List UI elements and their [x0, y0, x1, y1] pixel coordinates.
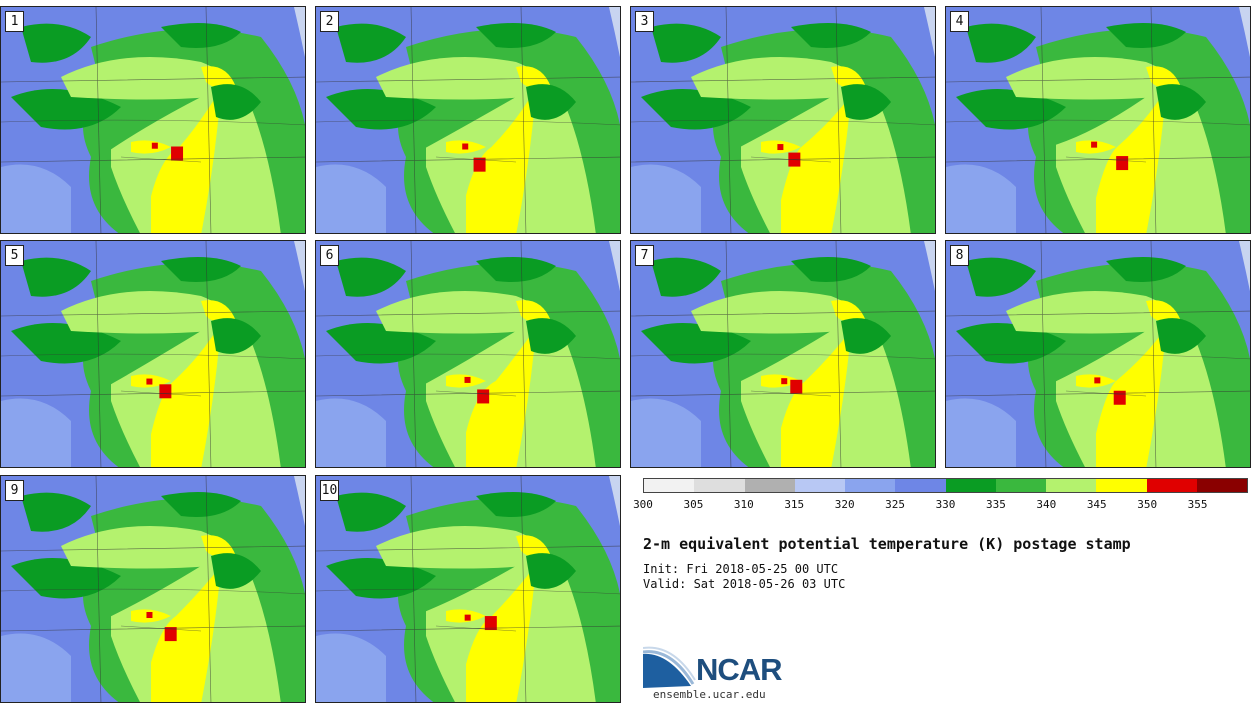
colorbar-tick-label: 335 — [985, 498, 1006, 511]
panel-number: 7 — [635, 245, 654, 266]
colorbar — [643, 478, 1248, 493]
colorbar-bin-0 — [644, 479, 695, 492]
map-panel: 2 — [315, 6, 621, 234]
colorbar-tick-label: 340 — [1036, 498, 1057, 511]
colorbar-tick-label: 300 — [633, 498, 653, 511]
colorbar-bin-8 — [1046, 479, 1097, 492]
colorbar-tick-label: 355 — [1187, 498, 1208, 511]
colorbar-tick-label: 310 — [733, 498, 754, 511]
colorbar-tick-label: 345 — [1086, 498, 1107, 511]
map-panel: 6 — [315, 240, 621, 468]
map-panel: 4 — [945, 6, 1251, 234]
colorbar-tick-label: 330 — [935, 498, 956, 511]
ensemble-url: ensemble.ucar.edu — [653, 688, 766, 701]
colorbar-bin-6 — [945, 479, 996, 492]
map-panel: 9 — [0, 475, 306, 703]
colorbar-tick-label: 350 — [1137, 498, 1158, 511]
colorbar-tick-label: 325 — [885, 498, 906, 511]
colorbar-bin-9 — [1096, 479, 1147, 492]
panel-number: 5 — [5, 245, 24, 266]
panel-number: 8 — [950, 245, 969, 266]
colorbar-bin-3 — [794, 479, 845, 492]
panel-number: 6 — [320, 245, 339, 266]
ncar-logo-icon — [643, 646, 696, 688]
panel-number: 9 — [5, 480, 24, 501]
panel-number: 10 — [320, 480, 339, 501]
colorbar-bin-4 — [845, 479, 896, 492]
map-panel: 8 — [945, 240, 1251, 468]
colorbar-bin-10 — [1146, 479, 1197, 492]
map-panel: 3 — [630, 6, 936, 234]
panel-number: 3 — [635, 11, 654, 32]
map-panel: 5 — [0, 240, 306, 468]
map-panel: 7 — [630, 240, 936, 468]
colorbar-tick-label: 305 — [683, 498, 704, 511]
panel-number: 1 — [5, 11, 24, 32]
colorbar-bin-2 — [744, 479, 795, 492]
colorbar-bin-11 — [1196, 479, 1247, 492]
colorbar-bin-7 — [995, 479, 1046, 492]
valid-time: Valid: Sat 2018-05-26 03 UTC — [643, 577, 846, 591]
colorbar-tick-label: 315 — [784, 498, 805, 511]
colorbar-bin-1 — [694, 479, 745, 492]
panel-number: 2 — [320, 11, 339, 32]
ncar-logo-text: NCAR — [696, 652, 783, 687]
map-panel: 10 — [315, 475, 621, 703]
panel-number: 4 — [950, 11, 969, 32]
colorbar-bin-5 — [895, 479, 946, 492]
map-panel: 1 — [0, 6, 306, 234]
init-time: Init: Fri 2018-05-25 00 UTC — [643, 562, 839, 576]
figure-title: 2-m equivalent potential temperature (K)… — [643, 535, 1131, 553]
colorbar-tick-label: 320 — [834, 498, 855, 511]
